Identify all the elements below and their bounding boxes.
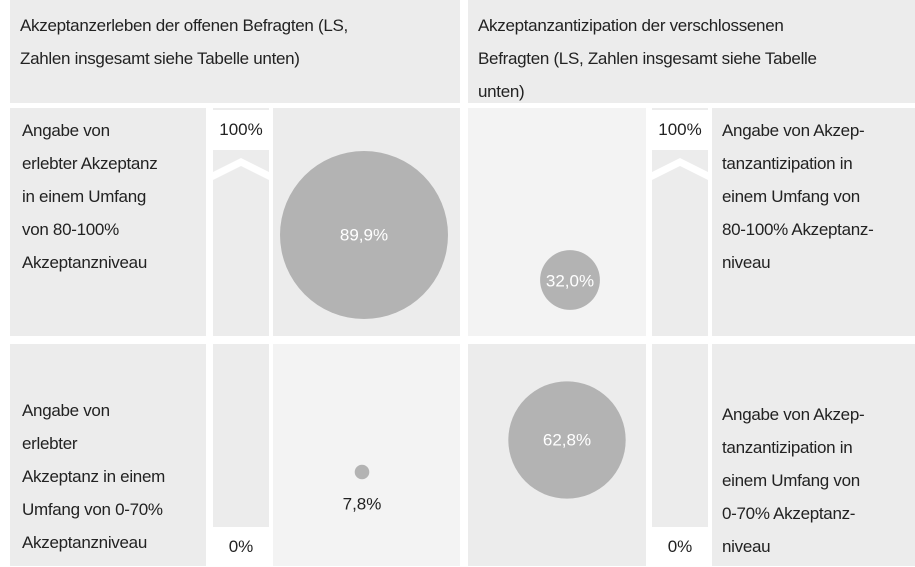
text-line: in einem Umfang [22,187,147,206]
bubble-cell [273,344,460,566]
text-line: Angabe von [22,401,110,420]
bubble-label: 89,9% [340,225,388,244]
bubble [540,250,600,310]
header-cell [468,0,915,103]
scale-top: 100% [652,110,708,150]
arrow [213,158,269,180]
scale-bottom: 0% [652,527,708,567]
bubble [354,464,370,480]
text-line: Angabe von Akzep- [722,121,865,140]
bubble-label: 32,0% [546,271,594,290]
text-line: von 80-100% [22,220,119,239]
scale-top: 100% [213,110,269,150]
header-cell [10,0,460,103]
row-label: Angabe von Akzep-tanzantizipation in eine… [722,114,874,279]
bubble [280,151,448,319]
text-line: Angabe von Akzep- [722,405,865,424]
text-line: einem Umfang von [722,187,860,206]
row-label: Angabe von Akzep-tanzantizipation in eine… [722,398,865,563]
text-line: 80-100% Akzeptanz- [722,220,874,239]
label-cell [10,344,206,566]
bubble [508,381,626,499]
text-line: Zahlen insgesamt siehe Tabelle unten) [20,49,300,68]
text-line: Befragten (LS, Zahlen insgesamt siehe Ta… [478,49,817,68]
text-line: 0-70% Akzeptanz- [722,504,856,523]
label-cell [712,108,915,336]
arrow [652,158,708,180]
bubble-label: 7,8% [343,494,382,513]
text-line: Akzeptanzerleben der offenen Befragten (… [20,16,348,35]
text-line: einem Umfang von [722,471,860,490]
header-right: Akzeptanzantizipation der verschlossenen… [478,9,817,108]
row-label: Angabe von erlebter Akzeptanz in einem Umfa… [22,394,165,559]
text-line: Akzeptanz in einem [22,467,165,486]
text-line: tanzantizipation in [722,438,853,457]
text-line: tanzantizipation in [722,154,853,173]
label-cell [10,108,206,336]
text-line: Akzeptanzniveau [22,533,147,552]
text-line: Akzeptanzantizipation der verschlossenen [478,16,784,35]
text-line: niveau [722,537,771,556]
row-label: Angabe von erlebter Akzeptanz in einem Umf… [22,114,158,279]
bubble-label: 62,8% [543,430,591,449]
text-line: Umfang von 0-70% [22,500,163,519]
scale-bottom: 0% [213,527,269,567]
text-line: erlebter [22,434,78,453]
text-line: unten) [478,82,525,101]
label-cell [712,344,915,566]
text-line: Angabe von [22,121,110,140]
row-gap [206,336,915,344]
text-line: erlebter Akzeptanz [22,154,158,173]
header-left: Akzeptanzerleben der offenen Befragten (… [20,9,348,75]
text-line: Akzeptanzniveau [22,253,147,272]
text-line: niveau [722,253,771,272]
